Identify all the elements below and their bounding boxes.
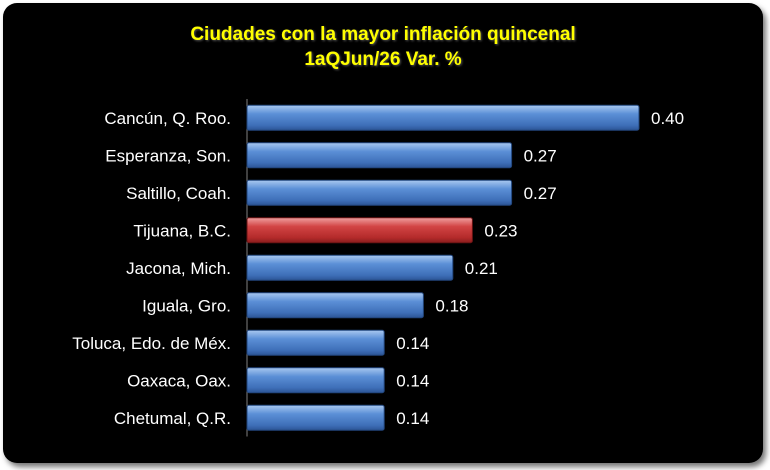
value-label: 0.14 [396,371,429,390]
value-label: 0.27 [524,184,557,203]
category-label: Tijuana, B.C. [133,221,231,240]
category-label: Saltillo, Coah. [126,184,231,203]
bar [246,329,385,356]
category-label: Jacona, Mich. [126,259,231,278]
value-label: 0.21 [465,259,498,278]
value-label: 0.18 [435,296,468,315]
chart-frame: Ciudades con la mayor inflación quincena… [3,3,763,463]
bar [246,254,454,281]
category-label: Toluca, Edo. de Méx. [72,334,231,353]
category-label: Oaxaca, Oax. [127,371,231,390]
bar [246,142,513,169]
bar-highlighted [246,217,473,244]
value-label: 0.40 [651,109,684,128]
chart-title: Ciudades con la mayor inflación quincena… [190,24,576,45]
category-label: Iguala, Gro. [142,296,231,315]
category-label: Chetumal, Q.R. [114,409,231,428]
bar [246,404,385,431]
chart-subtitle: 1aQJun/26 Var. % [304,49,462,70]
bar [246,179,513,206]
bar [246,292,424,319]
category-label: Cancún, Q. Roo. [104,109,231,128]
bar [246,104,640,131]
bar [246,367,385,394]
value-label: 0.14 [396,334,429,353]
bar-chart: Cancún, Q. Roo. 0.40 Esperanza, Son. 0.27 Sa… [72,99,684,437]
value-label: 0.14 [396,409,429,428]
value-label: 0.23 [484,221,517,240]
value-label: 0.27 [524,146,557,165]
category-label: Esperanza, Son. [105,146,231,165]
